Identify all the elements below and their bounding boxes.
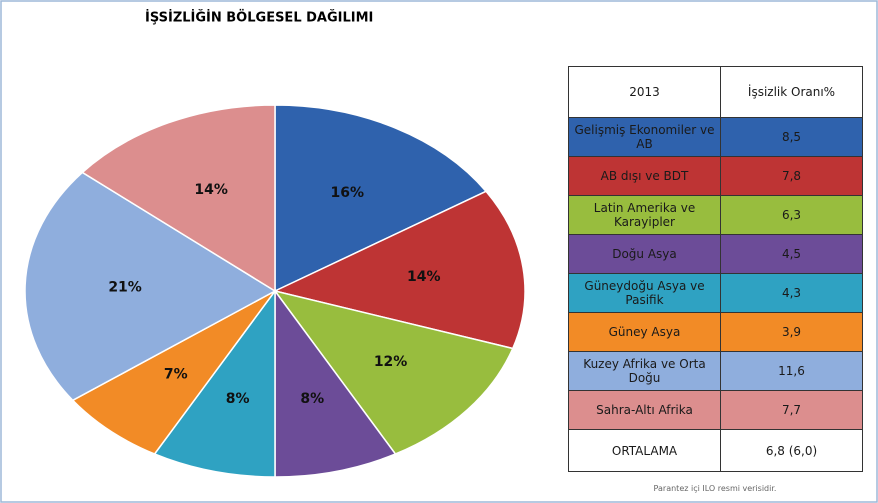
rate-cell: 6,3 [720,195,863,235]
data-label: 8% [300,391,324,407]
rate-cell: 7,7 [720,390,863,430]
category-cell: Doğu Asya [568,234,721,274]
category-cell: Güney Asya [568,312,721,352]
pie-slice [81,104,276,293]
category-cell: Güneydoğu Asya ve Pasifik [568,273,721,313]
average-value: 6,8 (6,0) [720,429,863,472]
data-label: 14% [407,269,441,285]
category-cell: AB dışı ve BDT [568,156,721,196]
pie-slice [273,289,514,455]
footnote: Parantez içi ILO resmi verisidir. [653,484,777,493]
data-label: 12% [374,354,408,370]
pie-slice [272,190,526,350]
rate-cell: 11,6 [720,351,863,391]
data-label: 16% [331,185,365,201]
pie-slice [71,290,276,455]
average-label: ORTALAMA [568,429,721,472]
pie-slice [153,288,276,478]
category-cell: Kuzey Afrika ve Orta Doğu [568,351,721,391]
category-cell: Sahra-Altı Afrika [568,390,721,430]
data-label: 21% [108,279,142,295]
rate-cell: 7,8 [720,156,863,196]
header-cell: İşsizlik Oranı% [720,66,863,118]
header-cell: 2013 [568,66,721,118]
category-cell: Gelişmiş Ekonomiler ve AB [568,117,721,157]
rate-cell: 3,9 [720,312,863,352]
rate-cell: 8,5 [720,117,863,157]
rate-cell: 4,5 [720,234,863,274]
data-label: 8% [226,391,250,407]
pie-slice [24,171,277,402]
legend-table: 2013 İşsizlik Oranı% Gelişmiş Ekonomiler v… [568,66,863,472]
pie-slice [274,104,488,293]
pie-slice [274,288,397,478]
chart-title: İŞSİZLİĞİN BÖLGESEL DAĞILIMI [145,10,373,26]
category-cell: Latin Amerika ve Karayipler [568,195,721,235]
data-label: 7% [164,367,188,383]
data-label: 14% [194,182,228,198]
rate-cell: 4,3 [720,273,863,313]
